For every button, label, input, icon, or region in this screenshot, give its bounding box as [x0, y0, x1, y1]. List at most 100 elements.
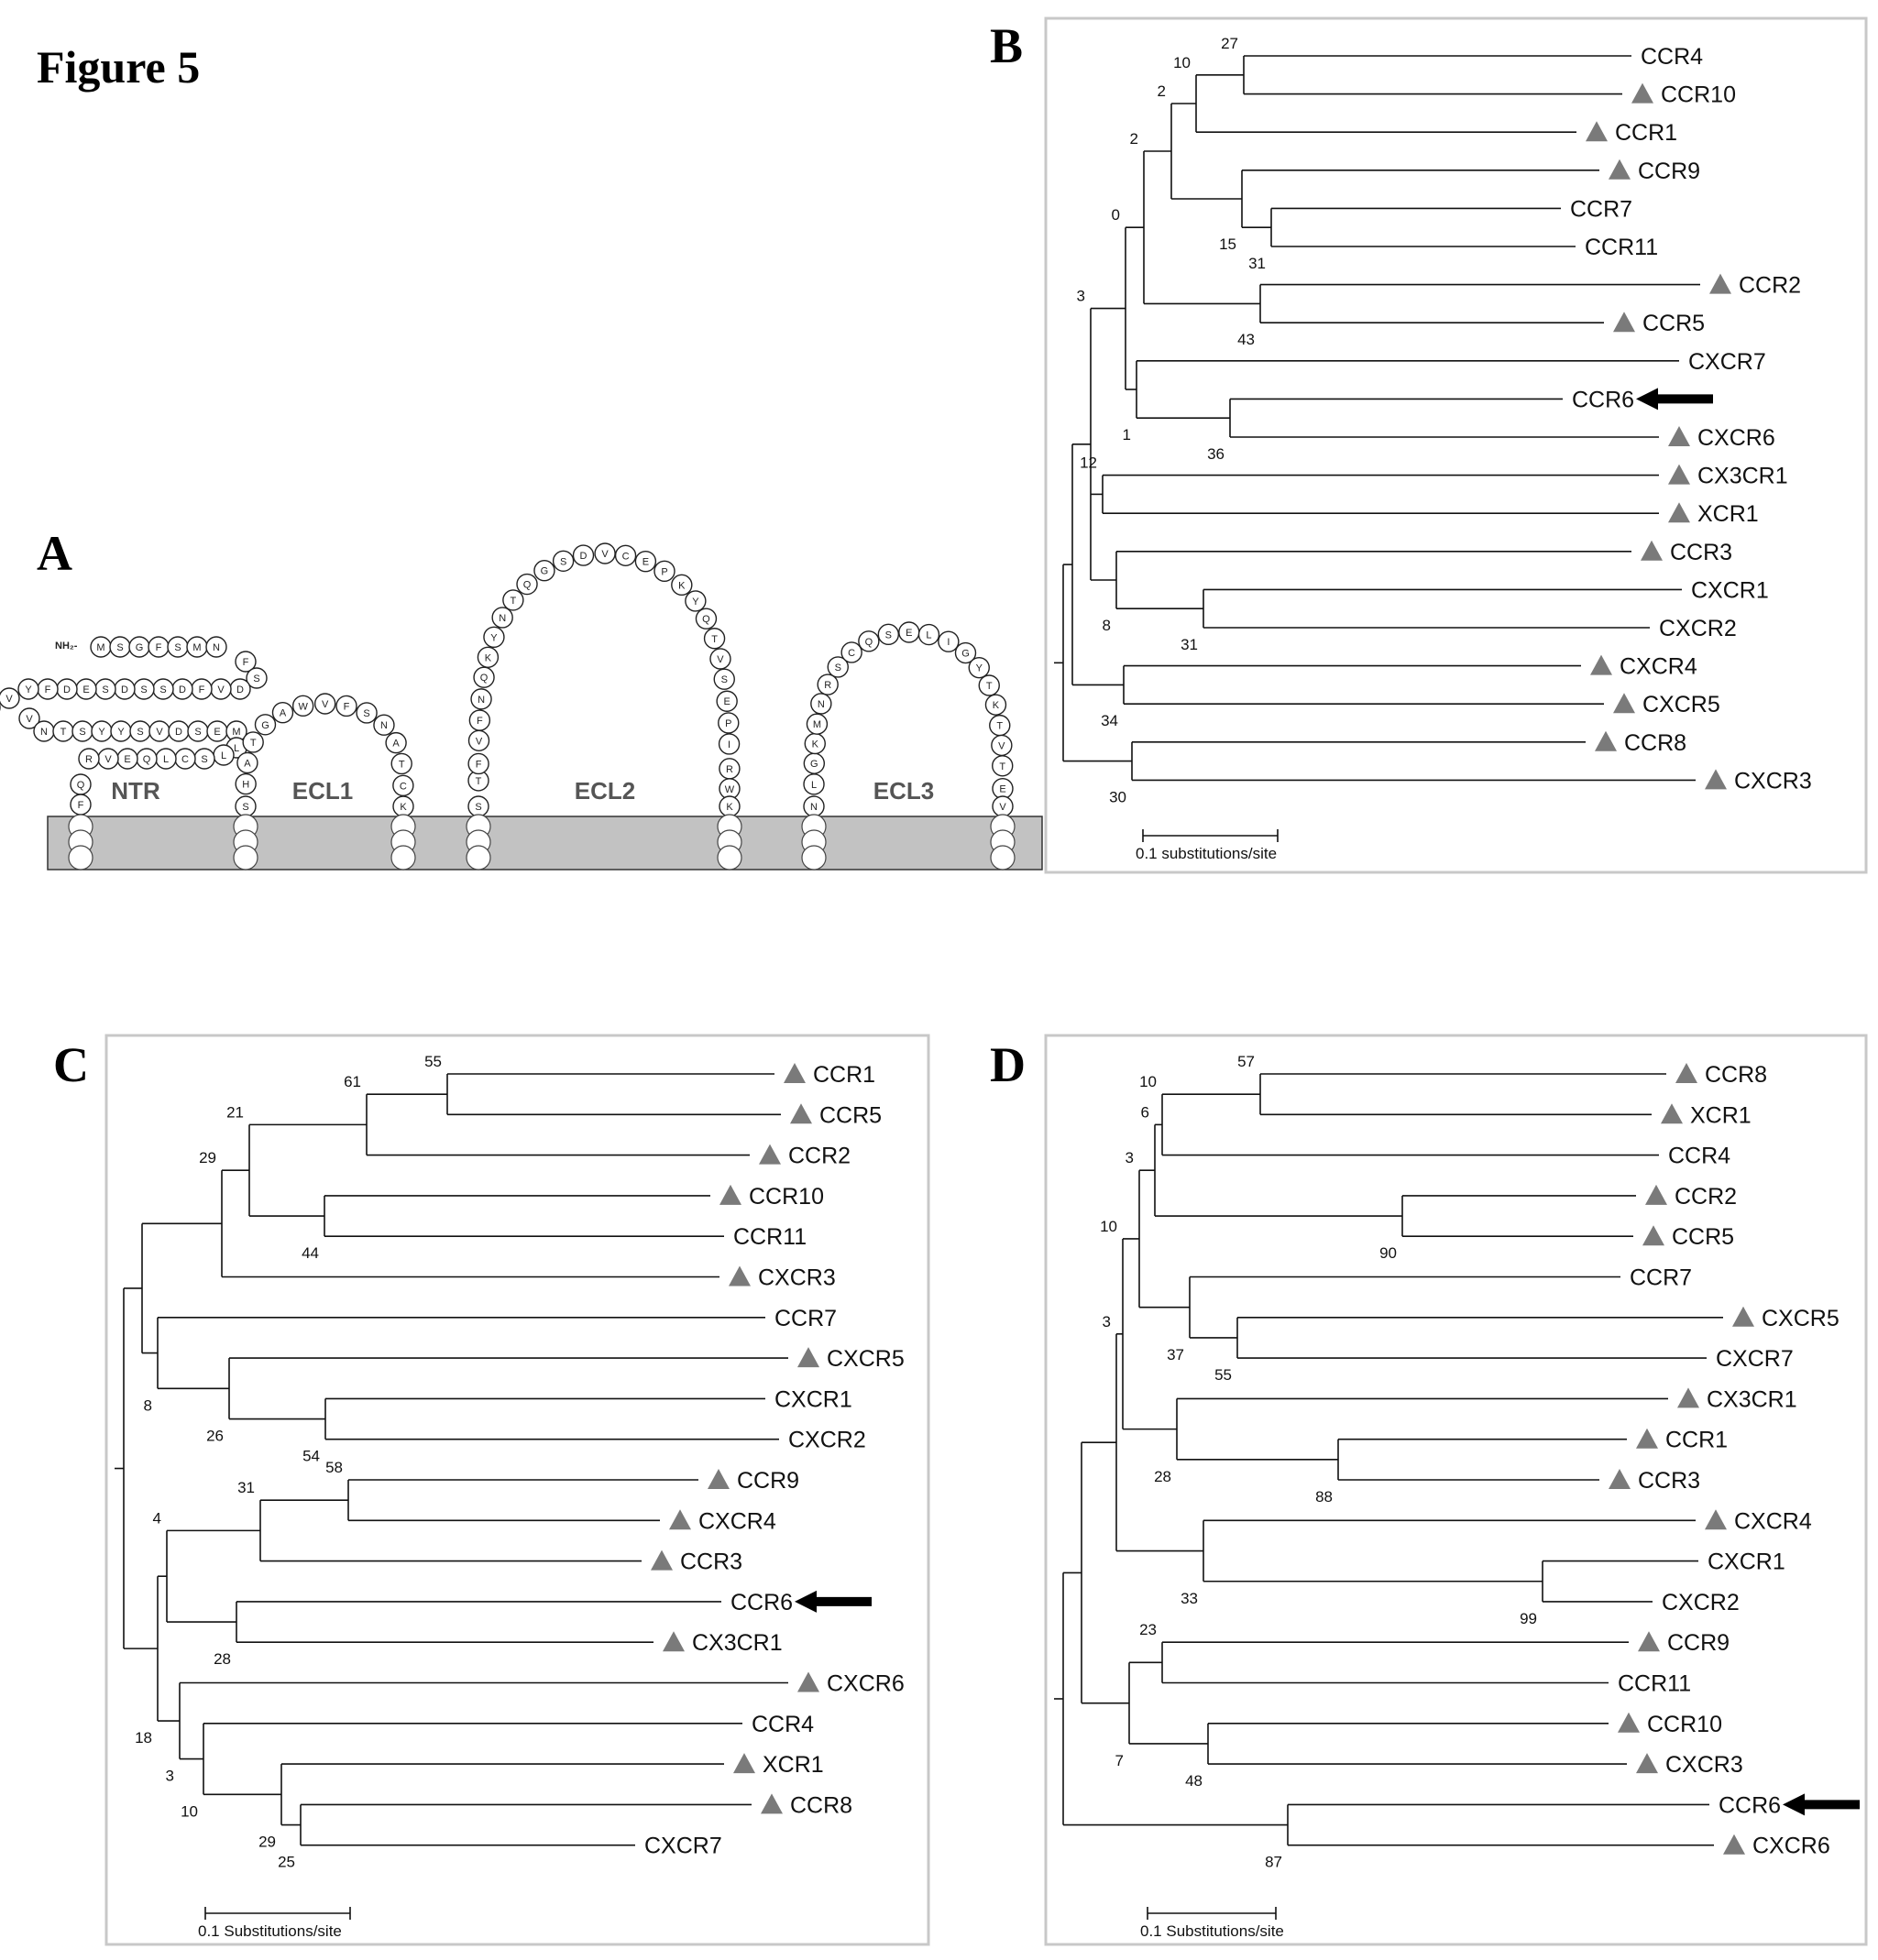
residue-letter: V: [322, 699, 329, 710]
residue-letter: K: [485, 652, 492, 663]
leaf-label: CXCR5: [1642, 692, 1720, 717]
leaf-label: CX3CR1: [1707, 1386, 1797, 1412]
residue-letter: R: [824, 680, 831, 691]
residue-letter: K: [812, 739, 819, 750]
residue-bead: [533, 560, 555, 582]
residue-bead: [502, 589, 524, 611]
leaf-label: CCR2: [1739, 273, 1801, 299]
triangle-marker-icon: [1609, 159, 1631, 180]
residue-letter: E: [214, 727, 220, 738]
bootstrap-value: 3: [1077, 288, 1085, 305]
residue-letter: T: [60, 727, 67, 738]
residue-letter: G: [961, 649, 970, 660]
residue-letter: Y: [490, 632, 498, 643]
residue-letter: K: [726, 802, 733, 813]
leaf-label: CXCR5: [827, 1346, 905, 1372]
residue-letter: T: [511, 596, 517, 607]
membrane-band: [47, 816, 1043, 871]
bootstrap-value: 2: [1130, 130, 1138, 148]
residue-bead: [806, 713, 829, 735]
leaf-label: CCR9: [1667, 1630, 1730, 1656]
residue-letter: C: [400, 781, 407, 792]
residue-bead: [718, 733, 741, 755]
residue-bead: [552, 550, 575, 572]
residue-bead: [713, 668, 735, 690]
residue-letter: G: [261, 720, 269, 731]
residue-bead: [356, 702, 378, 724]
tm-bead: [717, 845, 742, 871]
leaf-label: CCR10: [749, 1184, 824, 1210]
leaf-label: CCR3: [680, 1549, 742, 1575]
residue-letter: D: [121, 684, 128, 695]
triangle-marker-icon: [1613, 312, 1635, 333]
leaf-label: CCR11: [1618, 1671, 1691, 1697]
triangle-marker-icon: [729, 1265, 751, 1287]
bootstrap-value: 3: [166, 1768, 174, 1785]
bootstrap-value: 34: [1101, 712, 1118, 729]
residue-bead: [18, 707, 40, 729]
residue-letter: G: [810, 759, 818, 770]
leaf-label: CXCR3: [1734, 768, 1812, 794]
residue-bead: [385, 731, 407, 754]
bootstrap-value: 4: [153, 1509, 161, 1527]
residue-letter: K: [993, 700, 1000, 711]
residue-letter: Q: [143, 754, 151, 765]
bootstrap-value: 8: [1103, 617, 1111, 634]
residue-bead: [978, 674, 1000, 696]
residue-bead: [235, 772, 257, 795]
triangle-marker-icon: [1675, 1063, 1697, 1083]
panel-c-frame: [104, 1034, 930, 1946]
residue-letter: M: [813, 719, 821, 730]
leaf-label: CCR11: [1585, 235, 1658, 260]
bootstrap-value: 61: [344, 1073, 361, 1090]
residue-letter: V: [104, 754, 112, 765]
triangle-marker-icon: [1668, 464, 1690, 485]
bootstrap-value: 54: [302, 1448, 320, 1465]
leaf-label: CCR8: [1705, 1062, 1767, 1088]
tm-bead: [466, 845, 491, 871]
bootstrap-value: 36: [1207, 445, 1225, 463]
triangle-marker-icon: [1668, 426, 1690, 446]
residue-letter: T: [999, 761, 1005, 772]
triangle-marker-icon: [1618, 1712, 1640, 1733]
residue-letter: E: [642, 557, 649, 568]
residue-bead: [709, 648, 731, 670]
leaf-label: CXCR1: [1691, 577, 1769, 603]
residue-bead: [827, 656, 849, 678]
residue-letter: K: [678, 580, 686, 591]
region-label: ECL1: [292, 777, 353, 805]
triangle-marker-icon: [651, 1549, 673, 1571]
residue-letter: S: [79, 727, 85, 738]
triangle-marker-icon: [1631, 82, 1653, 104]
triangle-marker-icon: [1732, 1306, 1754, 1327]
panel-d-frame: [1044, 1034, 1868, 1946]
residue-letter: A: [392, 739, 400, 750]
triangle-marker-icon: [784, 1063, 806, 1083]
residue-bead: [718, 712, 740, 734]
bootstrap-value: 30: [1109, 788, 1126, 805]
panel-a-topology: A NH₂-MSGFSMNFSDVFDSSDSEDFYVSVNTSYYSVDSE…: [0, 526, 1043, 871]
residue-letter: C: [848, 648, 855, 659]
residue-letter: S: [363, 708, 369, 719]
bootstrap-value: 31: [1181, 636, 1198, 653]
leaf-label: CCR2: [788, 1144, 851, 1169]
panel-b-tree: B 27103115243236101231833430CCR4CCR10CCR…: [990, 16, 1868, 874]
residue-bead: [938, 630, 960, 652]
triangle-marker-icon: [708, 1469, 730, 1489]
residue-letter: S: [201, 754, 207, 765]
bootstrap-value: 43: [1237, 331, 1255, 348]
leaf-label: CXCR7: [1716, 1346, 1794, 1372]
residue-letter: V: [999, 802, 1006, 813]
residue-letter: H: [242, 780, 249, 791]
residue-bead: [373, 714, 395, 736]
residue-bead: [0, 687, 20, 709]
leaf-label: CXCR2: [1662, 1590, 1740, 1615]
residue-letter: L: [234, 743, 239, 754]
triangle-marker-icon: [1668, 502, 1690, 523]
leaf-label: XCR1: [1697, 501, 1759, 527]
leaf-label: CCR1: [1615, 120, 1677, 146]
residue-bead: [992, 755, 1014, 777]
residue-letter: Y: [976, 663, 983, 674]
bootstrap-value: 23: [1139, 1621, 1157, 1638]
